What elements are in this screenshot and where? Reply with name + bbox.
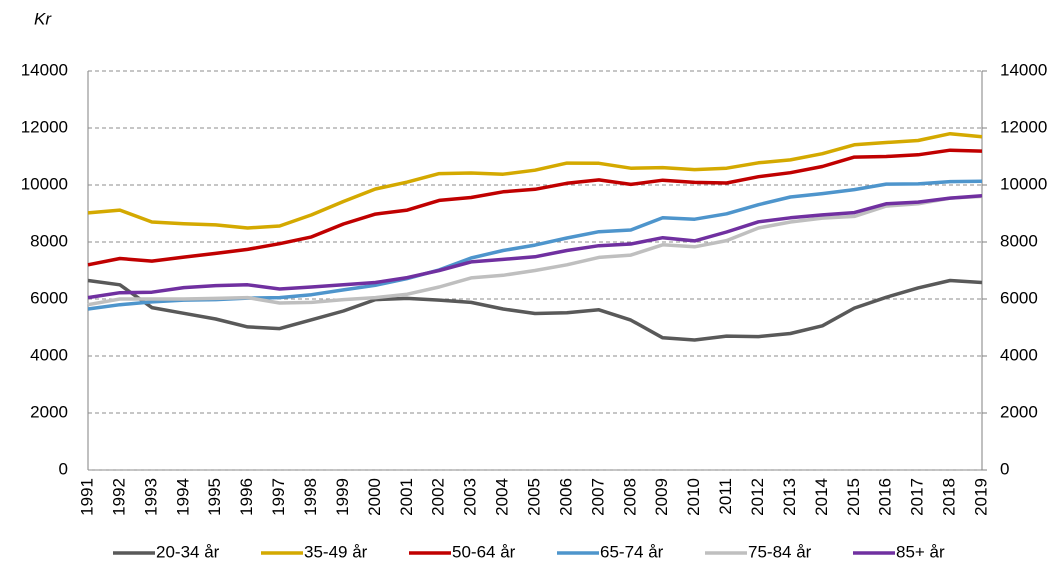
x-tick-label: 2011 xyxy=(716,478,735,515)
x-tick-label: 1993 xyxy=(141,478,160,516)
x-tick-label: 1999 xyxy=(333,478,352,516)
y-tick-label: 2000 xyxy=(30,402,68,421)
x-tick-label: 2001 xyxy=(397,478,416,516)
y-tick-label: 14000 xyxy=(21,60,68,79)
y-tick-label: 6000 xyxy=(30,288,68,307)
x-tick-label: 2010 xyxy=(684,478,703,516)
y2-tick-label: 6000 xyxy=(1000,288,1038,307)
series-line xyxy=(87,179,983,311)
series-line xyxy=(87,194,983,300)
x-tick-label: 2019 xyxy=(971,478,990,516)
x-tick-label: 2008 xyxy=(620,478,639,516)
y-tick-label: 12000 xyxy=(21,117,68,136)
legend-label: 75-84 år xyxy=(748,542,812,561)
x-tick-label: 1992 xyxy=(109,478,128,516)
y2-tick-label: 12000 xyxy=(1000,117,1047,136)
series-line xyxy=(87,148,983,267)
legend-label: 35-49 år xyxy=(304,542,368,561)
x-tick-label: 1995 xyxy=(205,478,224,516)
series-line xyxy=(87,278,983,342)
y2-tick-label: 2000 xyxy=(1000,402,1038,421)
y-tick-label: 10000 xyxy=(21,174,68,193)
x-tick-label: 2012 xyxy=(748,478,767,516)
y2-tick-label: 0 xyxy=(1000,459,1009,478)
x-tick-label: 2014 xyxy=(812,478,831,516)
x-tick-label: 2009 xyxy=(652,478,671,516)
x-tick-label: 2007 xyxy=(588,478,607,516)
y-tick-label: 8000 xyxy=(30,231,68,250)
x-tick-label: 2002 xyxy=(429,478,448,516)
x-tick-label: 1994 xyxy=(173,478,192,516)
x-tick-label: 2017 xyxy=(908,478,927,516)
y2-tick-label: 14000 xyxy=(1000,60,1047,79)
series-line xyxy=(87,194,983,307)
series-line xyxy=(87,131,983,230)
x-tick-label: 2016 xyxy=(876,478,895,516)
legend-label: 65-74 år xyxy=(600,542,664,561)
x-tick-label: 2003 xyxy=(461,478,480,516)
y-tick-label: 4000 xyxy=(30,345,68,364)
y-tick-label: 0 xyxy=(59,459,68,478)
legend-label: 50-64 år xyxy=(452,542,516,561)
x-tick-label: 1996 xyxy=(237,478,256,516)
legend-label: 85+ år xyxy=(896,542,945,561)
x-tick-label: 2004 xyxy=(493,478,512,516)
x-tick-label: 1991 xyxy=(77,478,96,516)
x-tick-label: 2018 xyxy=(940,478,959,516)
y-axis-label: Kr xyxy=(34,9,52,28)
y2-tick-label: 8000 xyxy=(1000,231,1038,250)
x-tick-label: 2015 xyxy=(844,478,863,516)
x-tick-label: 2005 xyxy=(524,478,543,516)
x-tick-label: 2013 xyxy=(780,478,799,516)
x-tick-label: 2000 xyxy=(365,478,384,516)
x-tick-label: 1998 xyxy=(301,478,320,516)
x-tick-label: 2006 xyxy=(556,478,575,516)
x-tick-label: 1997 xyxy=(269,478,288,516)
legend-label: 20-34 år xyxy=(156,542,220,561)
y2-tick-label: 10000 xyxy=(1000,174,1047,193)
y2-tick-label: 4000 xyxy=(1000,345,1038,364)
